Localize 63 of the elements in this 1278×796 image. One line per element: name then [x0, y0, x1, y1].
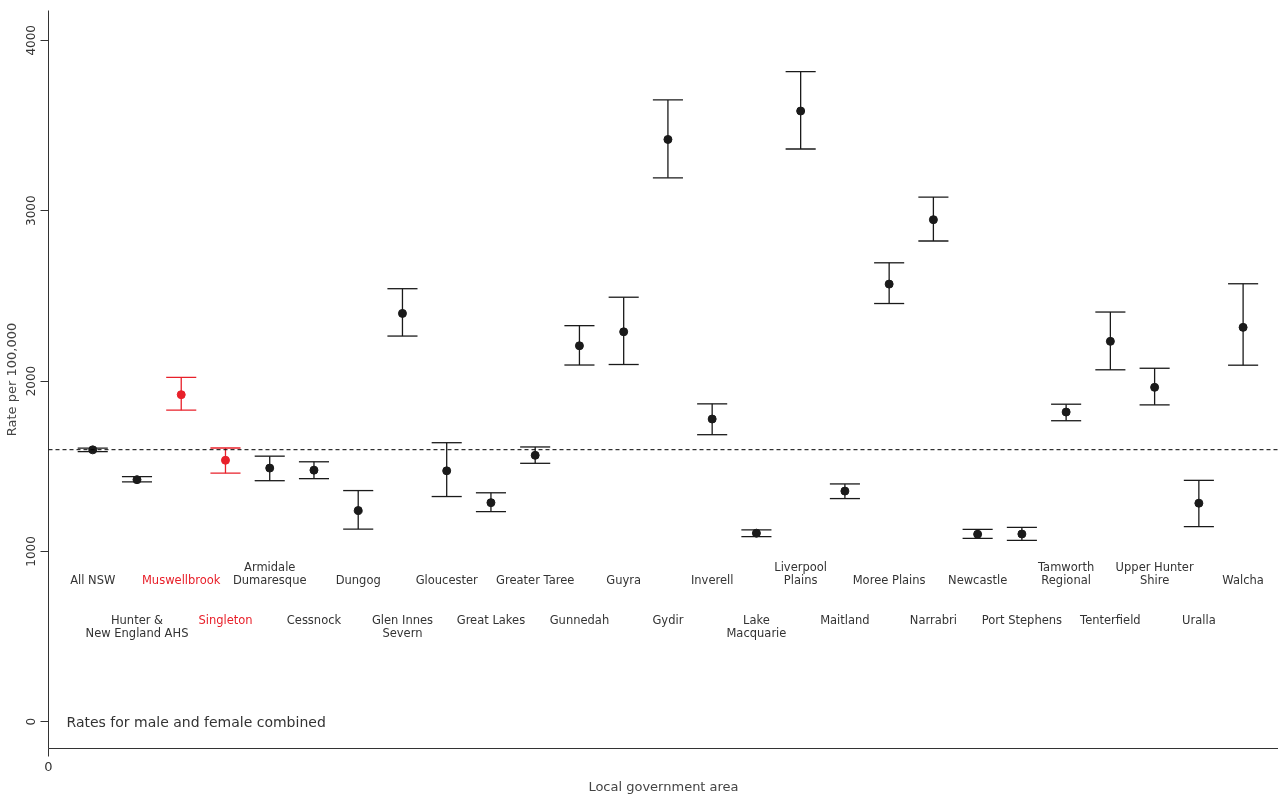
- text: 0: [44, 758, 53, 774]
- point: [88, 445, 98, 455]
- point: [1194, 498, 1204, 508]
- annotation: Rates for male and female combined: [66, 713, 326, 730]
- x-tick-label: Maitland: [820, 612, 870, 627]
- x-tick-label: Armidale Dumaresque: [232, 559, 307, 588]
- x-tick-label: Liverpool Plains: [774, 559, 828, 588]
- y-tick-label: 3000: [24, 195, 39, 226]
- point: [132, 475, 142, 485]
- x-tick-label: Walcha: [1222, 573, 1264, 588]
- x-tick-label: Gunnedah: [549, 612, 610, 627]
- x-tick-label: Uralla: [1182, 612, 1216, 627]
- x-tick-label: Glen Innes Severn: [371, 612, 434, 641]
- x-tick-label: Gloucester: [415, 573, 479, 588]
- x-tick-label: Lake Macquarie: [726, 612, 787, 641]
- point: [1150, 382, 1160, 392]
- point: [265, 463, 275, 473]
- x-tick-label: All NSW: [70, 573, 116, 588]
- x-tick-label: Cessnock: [286, 612, 342, 627]
- x-tick-label: Upper Hunter Shire: [1115, 559, 1194, 588]
- y-tick-label: 0: [24, 717, 39, 726]
- y-tick-label: 1000: [24, 536, 39, 567]
- x-tick-label: Tamworth Regional: [1036, 559, 1095, 588]
- y-tick-label: 2000: [24, 365, 39, 397]
- x-tick-label: Muswellbrook: [141, 573, 221, 588]
- point: [486, 498, 496, 508]
- y-tick-label: 4000: [24, 25, 39, 56]
- x-tick-label: Newcastle: [948, 573, 1008, 588]
- x-tick-label: Dungog: [335, 573, 381, 588]
- x-tick-label: Port Stephens: [981, 612, 1063, 627]
- point: [840, 486, 850, 496]
- point: [707, 414, 717, 424]
- point: [176, 390, 186, 400]
- x-tick-label: Tenterfield: [1079, 612, 1141, 627]
- point: [442, 466, 452, 476]
- point: [1105, 336, 1115, 346]
- point: [796, 106, 806, 116]
- point: [1061, 407, 1071, 417]
- point: [1017, 529, 1027, 539]
- x-axis-title: Local government area: [588, 778, 739, 794]
- point: [397, 308, 407, 318]
- point: [973, 529, 983, 539]
- x-tick-label: Guyra: [606, 573, 642, 588]
- point: [751, 528, 761, 538]
- y-axis-title: Rate per 100,000: [3, 322, 19, 437]
- point: [220, 455, 230, 465]
- point: [619, 327, 629, 337]
- point: [884, 279, 894, 289]
- point: [353, 506, 363, 515]
- point: [530, 450, 540, 460]
- x-tick-label: Singleton: [198, 612, 253, 627]
- x-tick-label: Great Lakes: [456, 612, 526, 627]
- x-tick-label: Gydir: [652, 612, 684, 627]
- x-tick-label: Moree Plains: [852, 573, 926, 588]
- point: [663, 134, 673, 144]
- point: [1238, 322, 1248, 332]
- x-tick-label: Narrabri: [909, 612, 957, 627]
- x-tick-label: Inverell: [690, 573, 734, 588]
- point: [574, 341, 584, 351]
- point: [309, 465, 319, 475]
- x-tick-label: Greater Taree: [496, 573, 575, 588]
- x-tick-label: Hunter & New England AHS: [85, 612, 189, 641]
- point: [928, 215, 938, 225]
